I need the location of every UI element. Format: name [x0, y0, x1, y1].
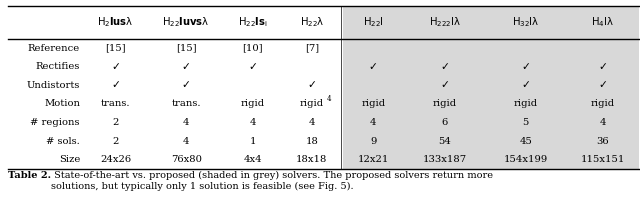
Text: $\mathrm{H_2}$$\mathbf{lus}$$\mathrm{\lambda}$: $\mathrm{H_2}$$\mathbf{lus}$$\mathrm{\la… [97, 16, 134, 29]
Text: ✓: ✓ [598, 80, 607, 90]
Text: [10]: [10] [243, 44, 263, 53]
Text: Rectifies: Rectifies [36, 62, 80, 71]
Text: ✓: ✓ [440, 80, 449, 90]
Text: 5: 5 [522, 118, 529, 127]
Text: ✓: ✓ [521, 80, 530, 90]
Text: 9: 9 [370, 137, 376, 146]
Text: Undistorts: Undistorts [27, 81, 80, 90]
Text: 4: 4 [308, 118, 315, 127]
Text: $\mathrm{H_{22}\lambda}$: $\mathrm{H_{22}\lambda}$ [300, 16, 324, 29]
Text: $\mathrm{H_{222}l\lambda}$: $\mathrm{H_{222}l\lambda}$ [429, 16, 460, 29]
Text: 4: 4 [183, 137, 189, 146]
Text: rigid: rigid [300, 100, 324, 108]
Text: rigid: rigid [591, 100, 614, 108]
Text: ✓: ✓ [182, 80, 191, 90]
Text: Size: Size [59, 155, 80, 164]
Text: 1: 1 [250, 137, 256, 146]
Text: Motion: Motion [44, 100, 80, 108]
Text: 24x26: 24x26 [100, 155, 131, 164]
Text: ✓: ✓ [111, 62, 120, 72]
Text: ✓: ✓ [521, 62, 530, 72]
Text: [15]: [15] [176, 44, 196, 53]
Text: 4: 4 [250, 118, 256, 127]
Text: ✓: ✓ [307, 80, 316, 90]
Text: $\mathrm{H_{32}l\lambda}$: $\mathrm{H_{32}l\lambda}$ [512, 16, 540, 29]
Text: 45: 45 [519, 137, 532, 146]
Text: ✓: ✓ [440, 62, 449, 72]
Text: 18: 18 [305, 137, 318, 146]
Text: 36: 36 [596, 137, 609, 146]
Text: State-of-the-art vs. proposed (shaded in grey) solvers. The proposed solvers ret: State-of-the-art vs. proposed (shaded in… [51, 171, 493, 191]
Text: $\mathrm{H_4l\lambda}$: $\mathrm{H_4l\lambda}$ [591, 16, 614, 29]
Text: rigid: rigid [361, 100, 385, 108]
Text: 4: 4 [326, 95, 332, 103]
Text: 4x4: 4x4 [243, 155, 262, 164]
Text: rigid: rigid [513, 100, 538, 108]
Text: [7]: [7] [305, 44, 319, 53]
Text: rigid: rigid [433, 100, 456, 108]
Text: # sols.: # sols. [46, 137, 80, 146]
Text: ✓: ✓ [369, 62, 378, 72]
Text: ✓: ✓ [598, 62, 607, 72]
Text: 4: 4 [599, 118, 605, 127]
Text: [15]: [15] [105, 44, 126, 53]
Text: Table 2.: Table 2. [8, 171, 51, 180]
Bar [342, 6, 639, 39]
Text: trans.: trans. [100, 100, 130, 108]
Text: 133x187: 133x187 [422, 155, 467, 164]
Text: 2: 2 [112, 137, 118, 146]
Text: ✓: ✓ [111, 80, 120, 90]
Text: 76x80: 76x80 [171, 155, 202, 164]
Text: 18x18: 18x18 [296, 155, 328, 164]
Text: $\mathrm{H_{22}}$$\mathbf{luvs}$$\mathrm{\lambda}$: $\mathrm{H_{22}}$$\mathbf{luvs}$$\mathrm… [163, 16, 210, 29]
Text: $\mathrm{H_{22}}$$\mathbf{ls}$$\mathrm{_{i}}$: $\mathrm{H_{22}}$$\mathbf{ls}$$\mathrm{_… [238, 16, 268, 29]
Text: ✓: ✓ [182, 62, 191, 72]
Text: $\mathrm{H_{22}l}$: $\mathrm{H_{22}l}$ [363, 16, 383, 29]
Text: 6: 6 [442, 118, 447, 127]
Text: ✓: ✓ [248, 62, 257, 72]
Text: Reference: Reference [28, 44, 80, 53]
Text: # regions: # regions [31, 118, 80, 127]
Text: 4: 4 [183, 118, 189, 127]
Text: rigid: rigid [241, 100, 265, 108]
Text: trans.: trans. [172, 100, 201, 108]
Text: 2: 2 [112, 118, 118, 127]
Text: 4: 4 [370, 118, 376, 127]
Text: 154x199: 154x199 [504, 155, 548, 164]
Text: 54: 54 [438, 137, 451, 146]
Text: 12x21: 12x21 [358, 155, 389, 164]
Text: 115x151: 115x151 [580, 155, 625, 164]
Bar [342, 39, 639, 169]
